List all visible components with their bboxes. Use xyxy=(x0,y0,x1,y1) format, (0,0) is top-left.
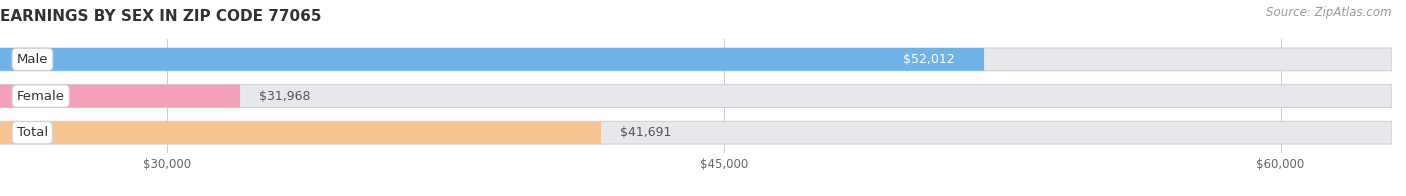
Text: $52,012: $52,012 xyxy=(903,53,955,66)
Text: $41,691: $41,691 xyxy=(620,126,671,139)
Text: $31,968: $31,968 xyxy=(259,90,311,103)
FancyBboxPatch shape xyxy=(0,85,240,107)
FancyBboxPatch shape xyxy=(0,121,600,144)
FancyBboxPatch shape xyxy=(0,121,1392,144)
Text: Male: Male xyxy=(17,53,48,66)
FancyBboxPatch shape xyxy=(0,48,984,71)
Text: EARNINGS BY SEX IN ZIP CODE 77065: EARNINGS BY SEX IN ZIP CODE 77065 xyxy=(0,9,322,24)
FancyBboxPatch shape xyxy=(0,48,1392,71)
Text: Total: Total xyxy=(17,126,48,139)
Text: Source: ZipAtlas.com: Source: ZipAtlas.com xyxy=(1267,6,1392,19)
FancyBboxPatch shape xyxy=(0,85,1392,107)
Text: Female: Female xyxy=(17,90,65,103)
